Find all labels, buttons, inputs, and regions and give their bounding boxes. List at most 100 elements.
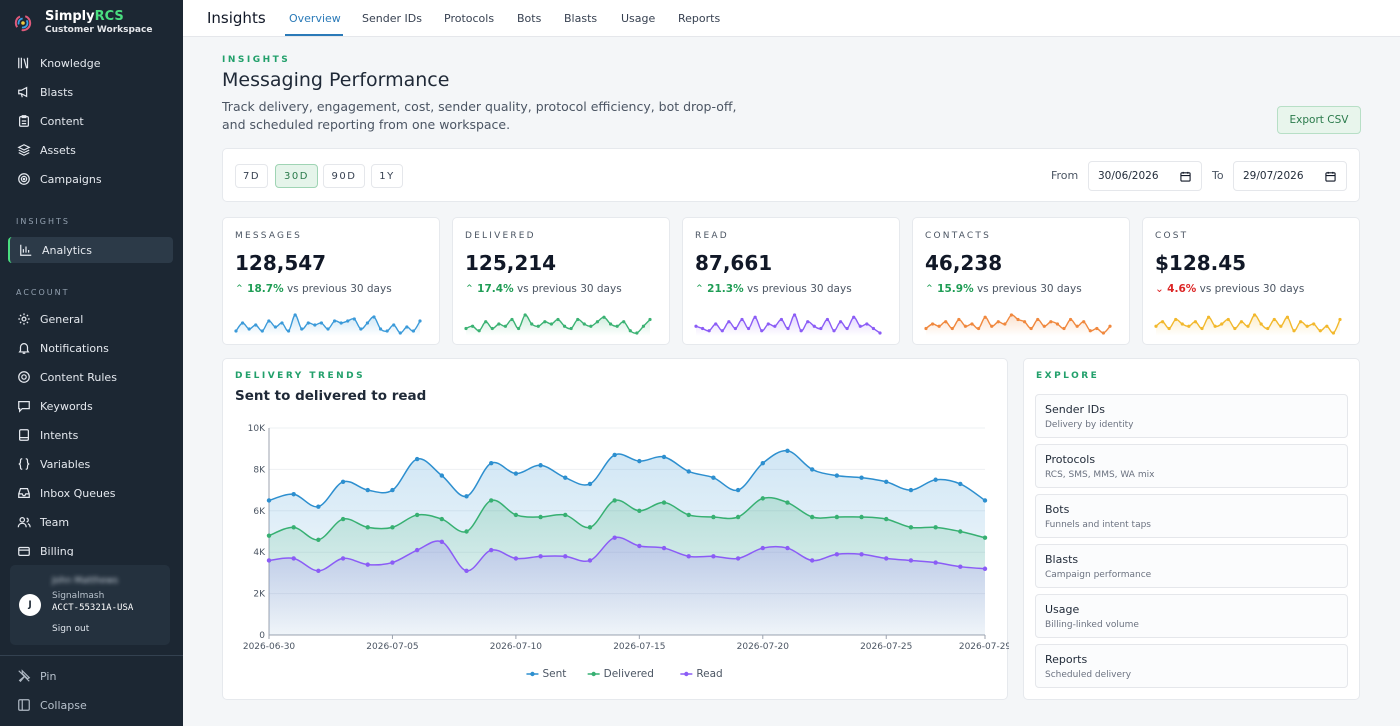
- sparkline-point: [1036, 317, 1040, 322]
- data-point-read: [735, 556, 741, 561]
- sparkline-area: [1156, 314, 1340, 336]
- sparkline-point: [543, 320, 547, 324]
- sparkline-point: [608, 322, 613, 326]
- kpi-label: COST: [1155, 231, 1189, 241]
- export-csv-button[interactable]: Export CSV: [1277, 106, 1361, 134]
- data-point-read: [291, 556, 296, 561]
- sidebar-item-blasts[interactable]: Blasts: [8, 79, 173, 105]
- sidebar-item-notifications[interactable]: Notifications: [8, 335, 173, 361]
- sparkline-point: [970, 322, 974, 326]
- sparkline-point: [582, 322, 586, 326]
- tab-sender-ids[interactable]: Sender IDs: [362, 12, 422, 25]
- tab-reports[interactable]: Reports: [678, 12, 721, 25]
- explore-item-usage[interactable]: Usage Billing-linked volume: [1035, 594, 1348, 638]
- range-1y-button[interactable]: 1Y: [371, 164, 403, 188]
- sidebar-item-general[interactable]: General: [8, 306, 173, 332]
- x-tick-label: 2026-07-25: [860, 642, 912, 652]
- explore-item-bots[interactable]: Bots Funnels and intent taps: [1035, 494, 1348, 538]
- data-point-delivered: [316, 537, 321, 542]
- sidebar-item-intents[interactable]: Intents: [8, 422, 173, 448]
- sign-out-link[interactable]: Sign out: [52, 624, 90, 634]
- collapse-label: Collapse: [40, 698, 87, 712]
- sparkline-point: [983, 315, 987, 319]
- calendar-icon[interactable]: [1325, 171, 1336, 182]
- sparkline-area: [236, 314, 420, 336]
- pin-button[interactable]: Pin: [8, 663, 173, 689]
- sidebar-item-assets[interactable]: Assets: [8, 137, 173, 163]
- sparkline-point: [1239, 320, 1244, 324]
- range-90d-button[interactable]: 90D: [323, 164, 365, 188]
- data-point-sent: [809, 467, 815, 472]
- brand[interactable]: SimplyRCS Customer Workspace: [0, 0, 183, 46]
- data-point-read: [612, 535, 617, 540]
- book-icon: [19, 429, 29, 441]
- range-30d-button[interactable]: 30D: [275, 164, 318, 188]
- tab-blasts[interactable]: Blasts: [564, 12, 598, 25]
- sidebar-item-content-rules[interactable]: Content Rules: [8, 364, 173, 390]
- collapse-button[interactable]: Collapse: [8, 692, 173, 718]
- kpi-card-delivered: DELIVERED 125,214 ⌃ 17.4% vs previous 30…: [452, 217, 670, 345]
- sparkline-point: [976, 326, 981, 331]
- sidebar-item-label: Billing: [40, 544, 74, 557]
- y-tick-label: 10K: [248, 424, 266, 434]
- sidebar-item-team[interactable]: Team: [8, 509, 173, 535]
- sparkline-point: [398, 331, 402, 335]
- user-name: John Matthews: [52, 576, 119, 586]
- sidebar-item-content[interactable]: Content: [8, 108, 173, 134]
- data-point-read: [563, 554, 568, 559]
- sidebar-item-campaigns[interactable]: Campaigns: [8, 166, 173, 192]
- data-point-delivered: [390, 525, 395, 530]
- explore-item-reports[interactable]: Reports Scheduled delivery: [1035, 644, 1348, 688]
- sparkline-point: [293, 313, 297, 317]
- data-point-sent: [340, 479, 346, 485]
- sidebar-item-analytics[interactable]: Analytics: [8, 237, 173, 263]
- legend-item-delivered: Delivered: [587, 668, 654, 680]
- tab-bots[interactable]: Bots: [517, 12, 542, 25]
- to-date-input[interactable]: 29/07/2026: [1233, 161, 1347, 191]
- from-date-input[interactable]: 30/06/2026: [1088, 161, 1202, 191]
- avatar[interactable]: J: [19, 594, 41, 616]
- explore-item-protocols[interactable]: Protocols RCS, SMS, MMS, WA mix: [1035, 444, 1348, 488]
- sidebar-item-keywords[interactable]: Keywords: [8, 393, 173, 419]
- delivery-trends-chart[interactable]: 0 2K 4K 6K 8K 10K 2026-06-30 2026-07-05 2026-07-…: [223, 359, 1009, 701]
- tab-overview[interactable]: Overview: [289, 12, 341, 25]
- sparkline-point: [1068, 317, 1073, 322]
- sidebar-item-label: General: [40, 312, 84, 326]
- calendar-icon[interactable]: [1180, 171, 1191, 182]
- data-point-delivered: [884, 516, 889, 522]
- explore-item-sender-ids[interactable]: Sender IDs Delivery by identity: [1035, 394, 1348, 438]
- sparkline-point: [694, 324, 698, 328]
- sparkline-point: [648, 317, 652, 322]
- brand-logo-icon: [14, 14, 32, 32]
- sparkline-point: [286, 329, 291, 333]
- sparkline-point: [247, 327, 251, 331]
- sparkline-point: [957, 317, 961, 322]
- data-point-read: [414, 547, 420, 553]
- x-tick-label: 2026-07-05: [366, 642, 418, 652]
- range-7d-button[interactable]: 7D: [235, 164, 268, 188]
- x-tick-label: 2026-07-10: [490, 642, 543, 652]
- sidebar-item-variables[interactable]: Variables: [8, 451, 173, 477]
- data-point-read: [464, 568, 469, 574]
- sparkline-point: [1180, 322, 1184, 326]
- sparkline-point: [635, 331, 639, 335]
- kpi-delta: ⌃ 18.7% vs previous 30 days: [235, 283, 392, 295]
- legend-label: Sent: [542, 668, 566, 680]
- trend-up-icon: ⌃: [235, 283, 244, 295]
- sidebar-item-knowledge[interactable]: Knowledge: [8, 50, 173, 76]
- kpi-delta-suffix: vs previous 30 days: [976, 283, 1082, 295]
- sparkline-point: [773, 324, 777, 328]
- sidebar-item-billing[interactable]: Billing: [8, 538, 173, 556]
- sidebar-item-label: Content: [40, 114, 84, 128]
- sparkline-point: [477, 329, 481, 333]
- explore-item-blasts[interactable]: Blasts Campaign performance: [1035, 544, 1348, 588]
- data-point-sent: [266, 498, 272, 503]
- kpi-delta: ⌃ 17.4% vs previous 30 days: [465, 283, 622, 295]
- sparkline-point: [385, 329, 389, 333]
- tab-protocols[interactable]: Protocols: [444, 12, 495, 25]
- data-point-read: [834, 552, 840, 557]
- sidebar-item-inbox-queues[interactable]: Inbox Queues: [8, 480, 173, 506]
- sparkline-point: [1298, 320, 1303, 324]
- data-point-read: [266, 558, 272, 563]
- tab-usage[interactable]: Usage: [621, 12, 656, 25]
